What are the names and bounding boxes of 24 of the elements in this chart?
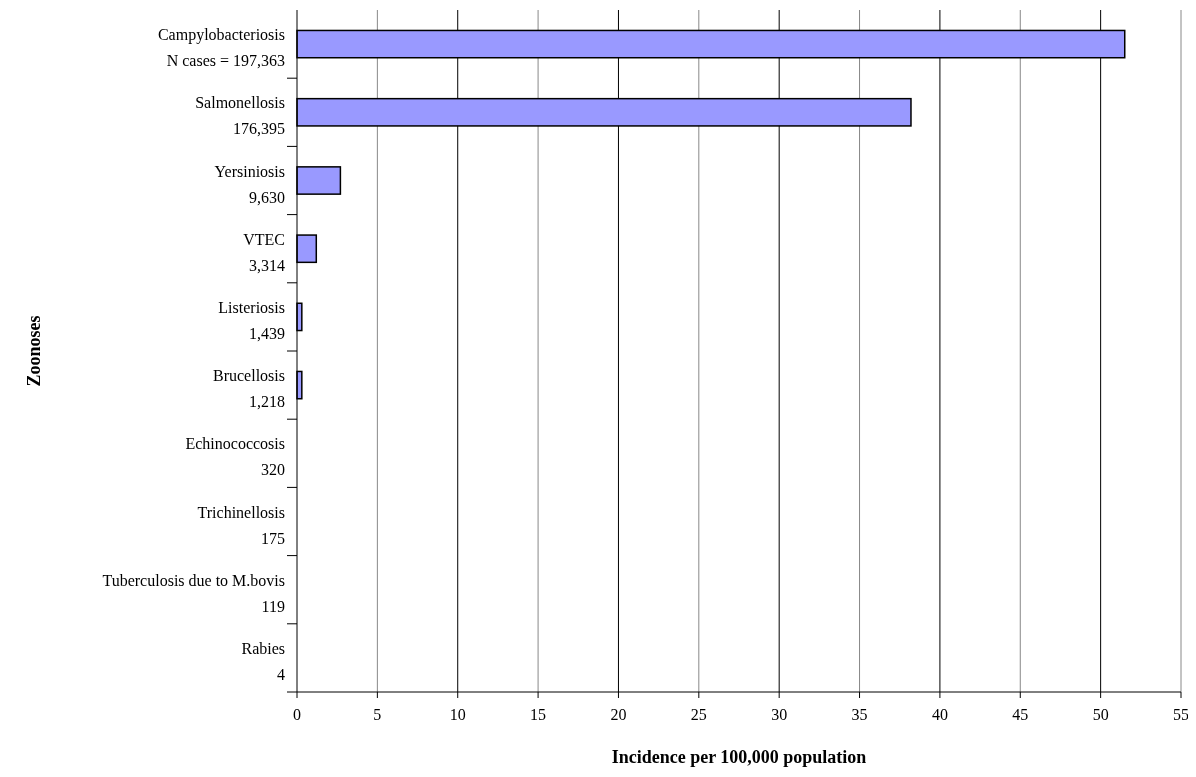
y-tick-label: VTEC 3,314: [243, 230, 285, 274]
x-axis-title: Incidence per 100,000 population: [611, 747, 867, 767]
x-tick-label: 5: [373, 706, 382, 723]
y-tick-label: Trichinellosis 175: [197, 503, 285, 547]
y-tick-label: Tuberculosis due to M.bovis 119: [102, 571, 285, 615]
x-tick-label: 20: [610, 706, 627, 723]
x-tick-label: 25: [690, 706, 707, 723]
x-tick-label: 40: [931, 706, 948, 723]
y-tick-label: Salmonellosis 176,395: [195, 94, 285, 138]
y-tick-label: Yersiniosis 9,630: [214, 162, 285, 206]
x-tick-label: 10: [449, 706, 466, 723]
x-tick-label: 0: [293, 706, 301, 723]
y-tick-label: Echinococcosis 320: [185, 435, 285, 479]
x-tick-label: 45: [1012, 706, 1029, 723]
y-tick-label: Campylobacteriosis N cases = 197,363: [157, 26, 285, 70]
y-tick-label: Brucellosis 1,218: [213, 367, 285, 411]
y-tick-label: Rabies 4: [241, 639, 285, 683]
x-tick-label: 50: [1092, 706, 1109, 723]
y-axis-title: Zoonoses: [24, 315, 44, 387]
x-tick-label: 35: [851, 706, 868, 723]
x-tick-label: 15: [530, 706, 547, 723]
x-tick-label: 55: [1173, 706, 1189, 723]
y-tick-label: Listeriosis 1,439: [218, 298, 285, 342]
x-tick-label: 30: [771, 706, 788, 723]
